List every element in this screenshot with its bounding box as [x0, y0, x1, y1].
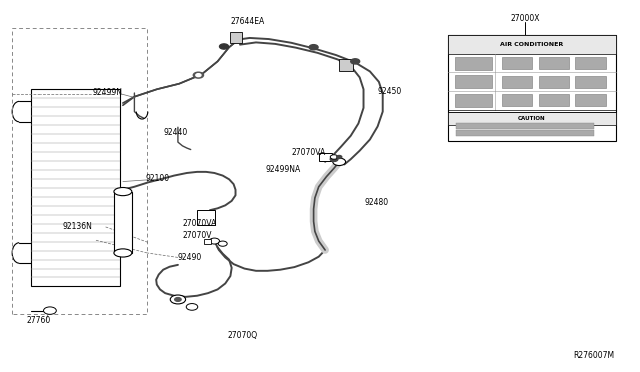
Bar: [538, 94, 569, 106]
Text: 92480: 92480: [365, 198, 389, 207]
Circle shape: [333, 158, 346, 166]
Bar: [538, 76, 569, 88]
Circle shape: [330, 157, 338, 161]
Bar: [454, 75, 492, 88]
Circle shape: [309, 45, 318, 50]
Bar: [448, 112, 616, 125]
Bar: [31, 89, 120, 286]
Circle shape: [170, 295, 186, 304]
Text: 92100: 92100: [146, 174, 170, 183]
Circle shape: [330, 155, 338, 159]
Text: AIR CONDITIONER: AIR CONDITIONER: [500, 42, 563, 47]
Circle shape: [220, 44, 228, 49]
Bar: [502, 57, 532, 69]
Bar: [456, 130, 594, 136]
Text: 27070Q: 27070Q: [227, 331, 257, 340]
Circle shape: [209, 238, 220, 244]
Text: R276007M: R276007M: [573, 351, 614, 360]
Circle shape: [186, 304, 198, 310]
Circle shape: [351, 59, 360, 64]
Bar: [319, 153, 332, 161]
Circle shape: [218, 241, 227, 246]
Circle shape: [196, 74, 201, 77]
Bar: [204, 239, 211, 244]
Bar: [448, 35, 616, 141]
Text: 27070VA: 27070VA: [291, 148, 326, 157]
Bar: [454, 57, 492, 70]
Bar: [502, 76, 532, 88]
Ellipse shape: [114, 187, 132, 196]
Bar: [575, 76, 605, 88]
Text: 92136N: 92136N: [63, 222, 93, 231]
Text: 92499NA: 92499NA: [266, 165, 301, 174]
Text: 27644EA: 27644EA: [230, 17, 265, 26]
Circle shape: [175, 298, 181, 301]
Ellipse shape: [114, 249, 132, 257]
Bar: [114, 192, 132, 253]
Circle shape: [337, 155, 342, 158]
Text: 92440: 92440: [163, 128, 188, 137]
Text: 27000X: 27000X: [510, 14, 540, 23]
Circle shape: [44, 307, 56, 314]
Text: 27760: 27760: [27, 316, 51, 325]
Bar: [538, 57, 569, 69]
Text: 92490: 92490: [178, 253, 202, 262]
Text: 27070VA: 27070VA: [182, 219, 217, 228]
Text: CAUTION: CAUTION: [518, 116, 546, 121]
Bar: [575, 57, 605, 69]
Bar: [454, 94, 492, 107]
Text: 27070V: 27070V: [182, 231, 212, 240]
Text: 92450: 92450: [378, 87, 402, 96]
Circle shape: [193, 72, 204, 78]
Bar: [502, 94, 532, 106]
Bar: [448, 35, 616, 54]
Bar: [230, 32, 242, 43]
Bar: [456, 123, 594, 129]
Bar: [575, 94, 605, 106]
Bar: [197, 210, 215, 225]
Text: 92499N: 92499N: [93, 88, 123, 97]
Bar: [339, 59, 353, 71]
